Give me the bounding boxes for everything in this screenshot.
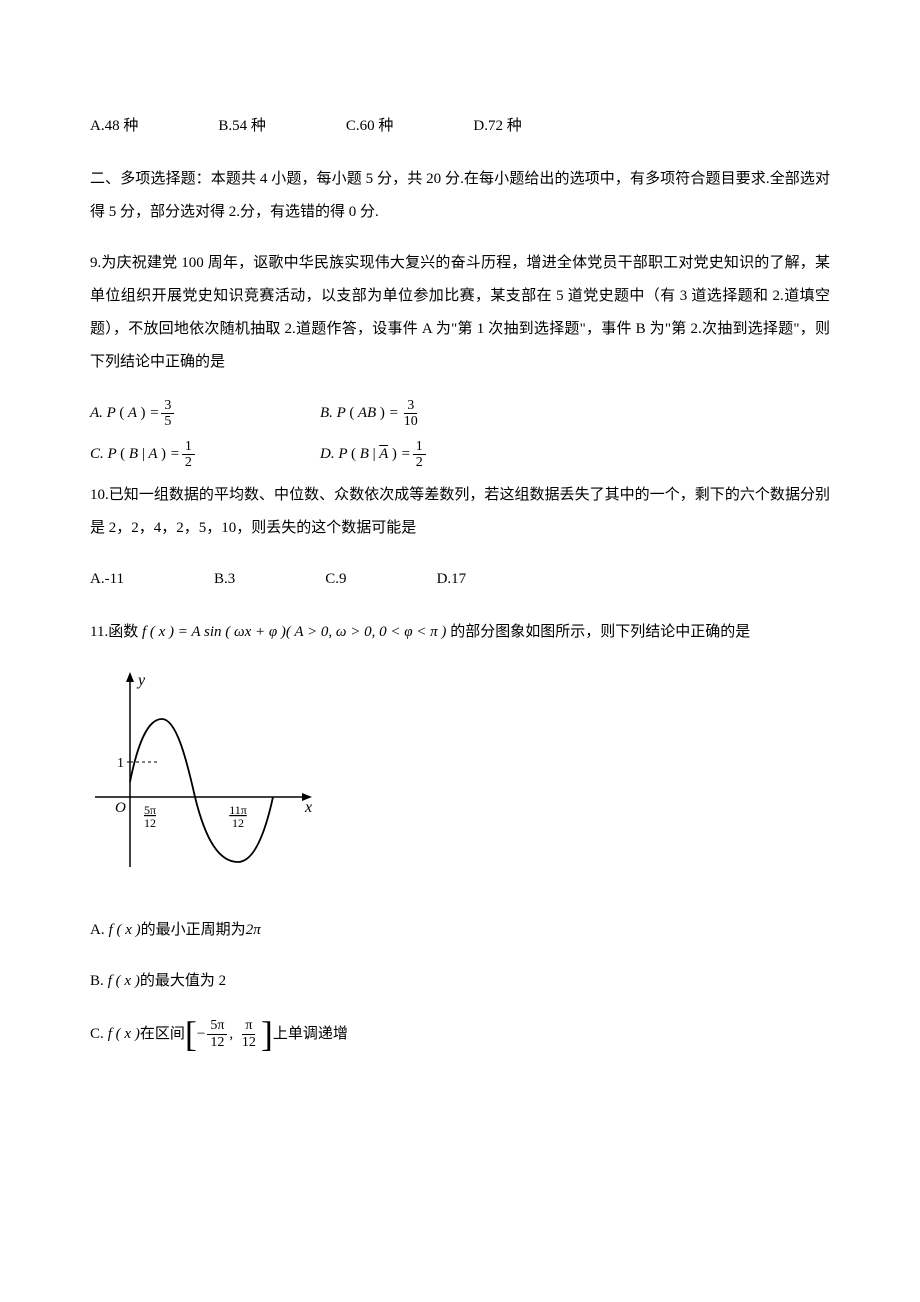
y-tick-1: 1: [117, 756, 124, 771]
q11-graph: y x O 1 5π 12 11π 12: [90, 667, 830, 890]
q11-b-pre: B.: [90, 965, 104, 998]
q8-opt-a: A.48 种: [90, 110, 138, 143]
origin-label: O: [115, 800, 126, 816]
q10-opt-c: C.9: [325, 563, 346, 596]
q10-options: A.-11 B.3 C.9 D.17: [90, 563, 830, 596]
q11-stem-pre: 11.函数: [90, 624, 142, 640]
q8-options: A.48 种 B.54 种 C.60 种 D.72 种: [90, 110, 830, 143]
q11-stem: 11.函数 f ( x ) = A sin ( ωx + φ )( A > 0,…: [90, 616, 830, 649]
q10-stem: 10.已知一组数据的平均数、中位数、众数依次成等差数列，若这组数据丢失了其中的一…: [90, 479, 830, 545]
q11-c-post: 上单调递增: [273, 1018, 348, 1051]
q9-b-num: 3: [404, 398, 417, 414]
y-axis-label: y: [136, 672, 146, 689]
section2-header: 二、多项选择题：本题共 4 小题，每小题 5 分，共 20 分.在每小题给出的选…: [90, 163, 830, 229]
q11-c-mid: 在区间: [140, 1018, 185, 1051]
q8-opt-d: D.72 种: [473, 110, 521, 143]
q11-c-pre: C.: [90, 1018, 104, 1051]
q8-opt-b: B.54 种: [218, 110, 266, 143]
xtick2-den: 12: [232, 816, 244, 830]
q9-opt-d: D. P ( B | A ) = 12: [320, 438, 550, 471]
q11-b-f: f ( x ): [108, 965, 140, 998]
xtick2-num: 11π: [229, 803, 247, 817]
q11-a-f: f ( x ): [109, 914, 141, 947]
q11-stem-post: 的部分图象如图所示，则下列结论中正确的是: [446, 624, 750, 640]
q11-c-n1: 5π: [207, 1018, 227, 1034]
q11-c-n2: π: [242, 1018, 255, 1034]
q11-opt-b: B. f ( x ) 的最大值为 2: [90, 965, 830, 998]
q11-opt-c: C. f ( x ) 在区间 [ − 5π12 , π12 ] 上单调递增: [90, 1016, 830, 1052]
y-axis-arrow: [126, 672, 134, 682]
q11-a-val: 2π: [246, 914, 261, 947]
q9-options: A. P ( A ) = 35 B. P ( AB ) = 310 C. P (…: [90, 397, 830, 471]
q9-c-num: 1: [182, 439, 195, 455]
q9-opt-c: C. P ( B | A ) = 12: [90, 438, 320, 471]
x-axis-label: x: [304, 799, 312, 816]
q10-opt-b: B.3: [214, 563, 235, 596]
q8-opt-c: C.60 种: [346, 110, 394, 143]
q9-a-num: 3: [161, 398, 174, 414]
q9-d-den: 2: [413, 455, 426, 470]
q9-c-den: 2: [182, 455, 195, 470]
q11-c-interval: [ − 5π12 , π12 ]: [185, 1016, 273, 1052]
q10-opt-d: D.17: [437, 563, 467, 596]
q11-stem-f: f ( x ) = A sin ( ωx + φ )( A > 0, ω > 0…: [142, 624, 446, 640]
q9-d-num: 1: [413, 439, 426, 455]
q10-opt-a: A.-11: [90, 563, 124, 596]
q9-opt-a: A. P ( A ) = 35: [90, 397, 320, 430]
q11-a-post: 的最小正周期为: [141, 914, 246, 947]
q11-c-f: f ( x ): [108, 1018, 140, 1051]
q11-a-pre: A.: [90, 914, 105, 947]
q11-c-d1: 12: [207, 1035, 227, 1050]
q9-stem: 9.为庆祝建党 100 周年，讴歌中华民族实现伟大复兴的奋斗历程，增进全体党员干…: [90, 247, 830, 379]
q9-b-den: 10: [401, 414, 421, 429]
xtick1-num: 5π: [144, 803, 156, 817]
q11-c-d2: 12: [239, 1035, 259, 1050]
xtick1-den: 12: [144, 816, 156, 830]
q9-a-den: 5: [161, 414, 174, 429]
q11-b-post: 的最大值为 2: [140, 965, 226, 998]
sine-curve: [130, 719, 273, 862]
q11-opt-a: A. f ( x ) 的最小正周期为 2π: [90, 914, 830, 947]
q9-opt-b: B. P ( AB ) = 310: [320, 397, 550, 430]
